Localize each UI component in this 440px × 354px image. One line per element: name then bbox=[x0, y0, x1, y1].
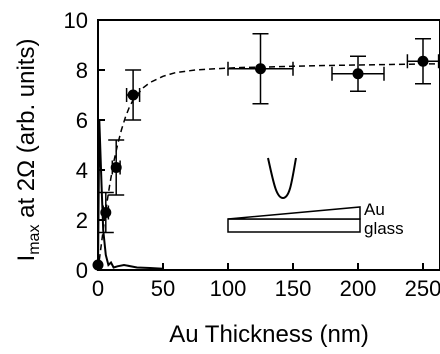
x-tick-label: 250 bbox=[405, 276, 440, 301]
plot-area bbox=[97, 19, 440, 271]
data-point bbox=[352, 68, 364, 80]
x-tick-label: 50 bbox=[151, 276, 175, 301]
data-point bbox=[255, 63, 266, 75]
y-axis-title-main: I bbox=[13, 255, 40, 262]
inset-label-glass: glass bbox=[364, 219, 404, 238]
y-tick-label: 10 bbox=[64, 8, 88, 33]
y-tick-label: 2 bbox=[76, 208, 88, 233]
y-axis-title: Imax at 2Ω (arb. units) bbox=[13, 39, 43, 262]
y-tick-label: 6 bbox=[76, 108, 88, 133]
fit-curve-dashed bbox=[97, 63, 437, 271]
ticks: 0 50 100 150 200 250 0 2 4 6 8 10 bbox=[64, 8, 440, 301]
glass-slab bbox=[227, 218, 361, 233]
y-tick-label: 8 bbox=[76, 58, 88, 83]
x-tick-label: 150 bbox=[275, 276, 312, 301]
y-tick-label: 4 bbox=[76, 158, 88, 183]
au-wedge bbox=[227, 206, 361, 220]
x-tick-label: 100 bbox=[210, 276, 247, 301]
x-axis-title: Au Thickness (nm) bbox=[169, 321, 369, 348]
data-point bbox=[92, 259, 104, 271]
data-point bbox=[110, 162, 122, 173]
tip-sketch bbox=[267, 157, 297, 200]
data-point bbox=[100, 207, 112, 218]
data-points bbox=[92, 33, 440, 271]
data-point bbox=[127, 89, 139, 101]
data-point bbox=[417, 55, 429, 67]
inset-diagram: Au glass bbox=[227, 157, 404, 238]
y-axis-title-rest: at 2Ω (arb. units) bbox=[13, 39, 40, 225]
x-tick-label: 0 bbox=[92, 276, 104, 301]
curves bbox=[97, 63, 437, 271]
plot-frame bbox=[97, 19, 440, 271]
inset-label-au: Au bbox=[364, 200, 385, 219]
y-axis-title-sub: max bbox=[26, 225, 43, 255]
solid-curve bbox=[97, 119, 164, 271]
y-tick-label: 0 bbox=[76, 258, 88, 283]
x-tick-label: 200 bbox=[340, 276, 377, 301]
